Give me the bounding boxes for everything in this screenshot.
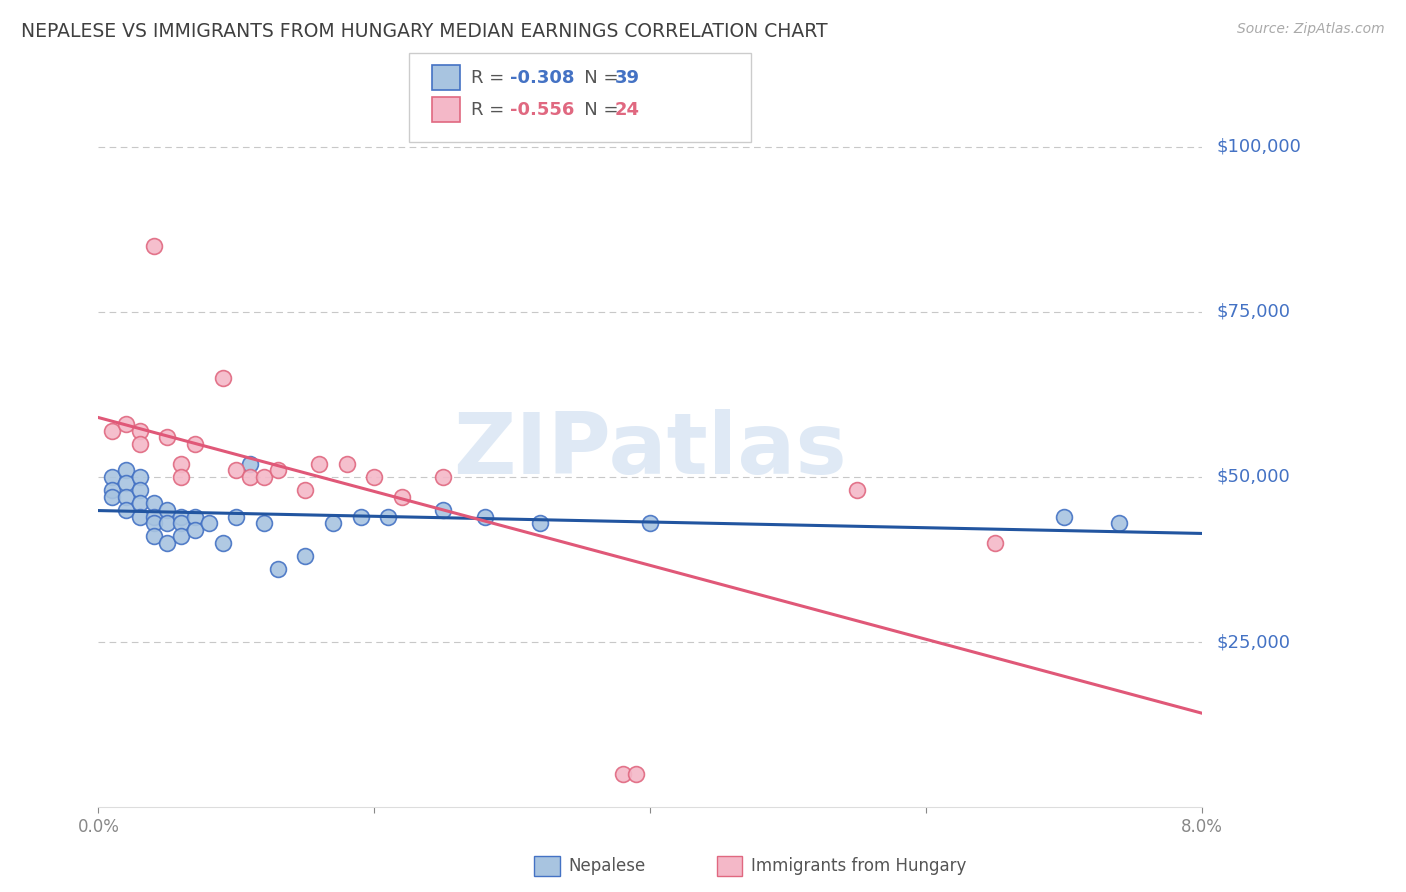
Point <box>308 457 330 471</box>
Point <box>128 470 150 484</box>
Point <box>128 509 150 524</box>
Point <box>142 496 165 510</box>
Point <box>128 496 150 510</box>
Point <box>225 463 247 477</box>
Point <box>267 463 290 477</box>
Point <box>391 490 413 504</box>
Point <box>253 470 276 484</box>
Text: Source: ZipAtlas.com: Source: ZipAtlas.com <box>1237 22 1385 37</box>
Point <box>377 509 399 524</box>
Text: 39: 39 <box>614 69 640 87</box>
Point <box>115 503 138 517</box>
Text: 24: 24 <box>614 101 640 119</box>
Point <box>626 767 648 781</box>
Text: $25,000: $25,000 <box>1216 633 1291 651</box>
Point <box>267 562 290 576</box>
Point <box>638 516 661 530</box>
Point <box>349 509 371 524</box>
Text: NEPALESE VS IMMIGRANTS FROM HUNGARY MEDIAN EARNINGS CORRELATION CHART: NEPALESE VS IMMIGRANTS FROM HUNGARY MEDI… <box>21 22 828 41</box>
Point <box>101 424 124 438</box>
Point <box>984 536 1007 550</box>
Point <box>101 470 124 484</box>
Text: R =: R = <box>471 101 510 119</box>
Point <box>101 490 124 504</box>
Point <box>211 536 233 550</box>
Point <box>142 509 165 524</box>
Text: $50,000: $50,000 <box>1216 468 1289 486</box>
Point <box>156 503 179 517</box>
Point <box>170 457 193 471</box>
Point <box>142 238 165 252</box>
Point <box>336 457 359 471</box>
Point <box>474 509 496 524</box>
Point <box>239 470 262 484</box>
Point <box>197 516 219 530</box>
Text: -0.308: -0.308 <box>510 69 575 87</box>
Text: $100,000: $100,000 <box>1216 137 1301 155</box>
Point <box>170 529 193 543</box>
Point <box>239 457 262 471</box>
Point <box>156 430 179 444</box>
Point <box>128 483 150 497</box>
Text: -0.556: -0.556 <box>510 101 575 119</box>
Point <box>294 483 316 497</box>
Point <box>846 483 869 497</box>
Point <box>101 483 124 497</box>
Point <box>1108 516 1130 530</box>
Point <box>184 437 207 451</box>
Text: N =: N = <box>567 101 624 119</box>
Point <box>115 417 138 431</box>
Point <box>156 536 179 550</box>
Point <box>170 509 193 524</box>
Text: $75,000: $75,000 <box>1216 302 1291 321</box>
Point <box>225 509 247 524</box>
Point <box>363 470 385 484</box>
Point <box>184 523 207 537</box>
Point <box>142 529 165 543</box>
Point <box>322 516 344 530</box>
Point <box>184 509 207 524</box>
Text: ZIPatlas: ZIPatlas <box>453 409 848 492</box>
Text: R =: R = <box>471 69 510 87</box>
Point <box>115 476 138 491</box>
Text: N =: N = <box>567 69 624 87</box>
Text: Immigrants from Hungary: Immigrants from Hungary <box>751 857 966 875</box>
Point <box>529 516 551 530</box>
Point <box>170 470 193 484</box>
Text: Nepalese: Nepalese <box>568 857 645 875</box>
Point <box>1053 509 1076 524</box>
Point <box>170 516 193 530</box>
Point <box>156 516 179 530</box>
Point <box>115 463 138 477</box>
Point <box>211 371 233 385</box>
Point <box>612 767 634 781</box>
Point <box>294 549 316 564</box>
Point <box>115 490 138 504</box>
Point <box>432 470 454 484</box>
Point <box>128 424 150 438</box>
Point <box>432 503 454 517</box>
Point <box>142 516 165 530</box>
Point <box>253 516 276 530</box>
Point <box>128 437 150 451</box>
